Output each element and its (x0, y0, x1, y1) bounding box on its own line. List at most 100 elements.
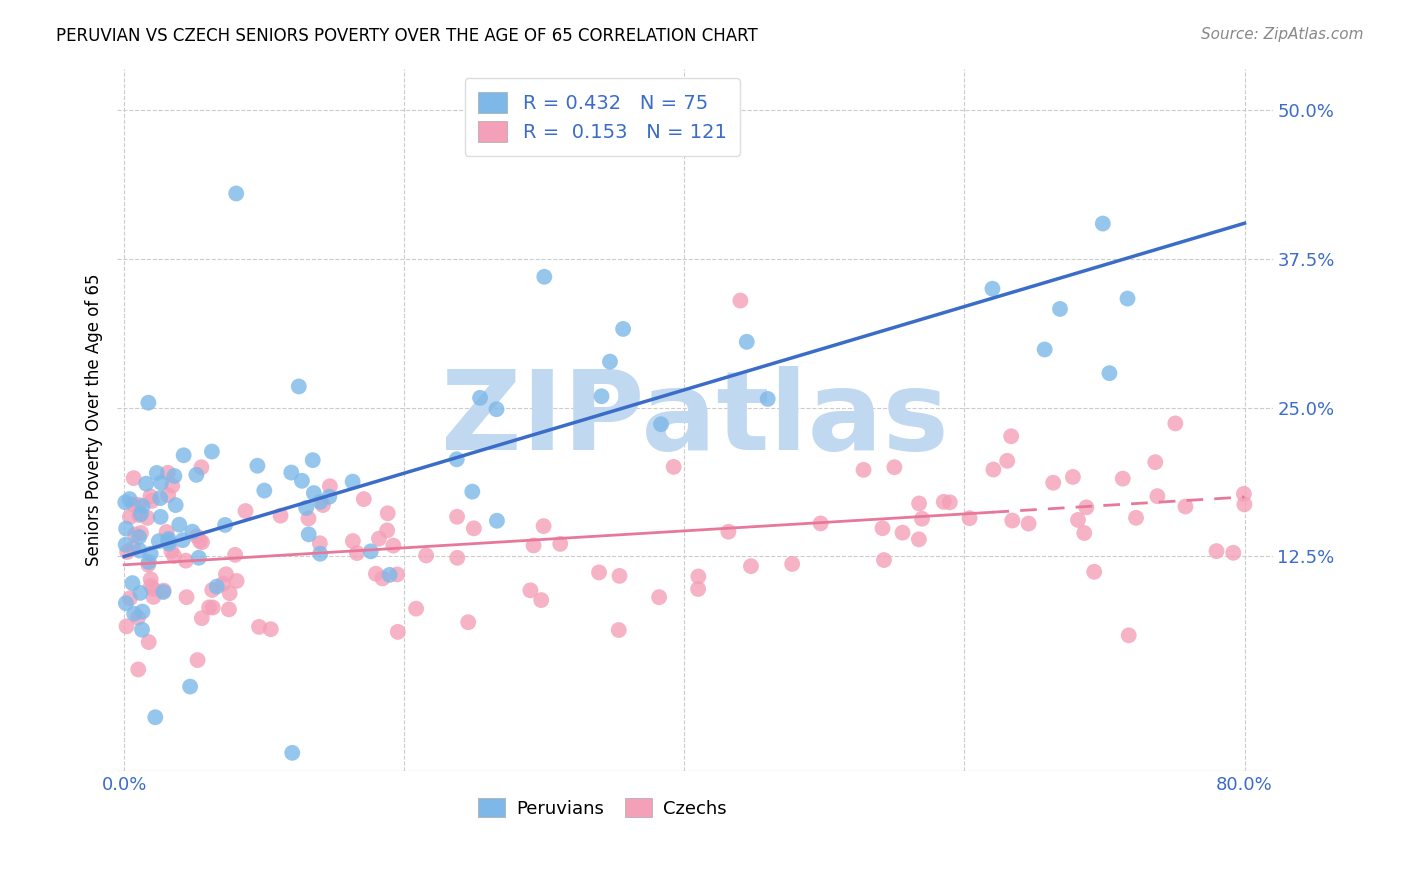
Point (281, 746, 304, 760)
Point (122, 471, 145, 485)
Point (212, 576, 235, 591)
Point (302, 486, 325, 500)
Point (139, 547, 162, 561)
Point (995, 454, 1018, 468)
Point (297, 511, 319, 525)
Point (247, 620, 270, 634)
Point (911, 512, 934, 526)
Point (179, 680, 201, 694)
Point (1062, 470, 1084, 484)
Point (214, 518, 236, 533)
Point (186, 467, 208, 482)
Point (1049, 301, 1071, 316)
Point (225, 574, 247, 588)
Point (1174, 500, 1197, 514)
Point (1164, 417, 1187, 431)
Point (157, 534, 180, 549)
Point (157, 488, 180, 502)
Point (163, 469, 186, 483)
Point (360, 544, 382, 558)
Point (127, 663, 149, 677)
Point (891, 525, 914, 540)
Point (648, 590, 671, 604)
Point (122, 607, 145, 621)
Point (446, 509, 468, 524)
Point (142, 590, 165, 604)
Point (191, 611, 214, 625)
Point (873, 553, 896, 567)
Point (218, 602, 240, 616)
Point (1125, 510, 1147, 524)
Point (129, 526, 152, 541)
Point (730, 293, 752, 308)
Point (128, 543, 150, 558)
Point (446, 550, 468, 565)
Point (186, 529, 208, 543)
Point (127, 610, 149, 624)
Point (298, 527, 321, 541)
Point (176, 590, 198, 604)
Point (141, 494, 163, 508)
Point (872, 521, 894, 535)
Point (735, 334, 758, 349)
Point (115, 619, 138, 633)
Point (1118, 628, 1140, 642)
Point (312, 498, 335, 512)
Point (883, 460, 905, 475)
Point (142, 582, 165, 596)
Point (157, 536, 180, 550)
Point (139, 489, 162, 503)
Point (169, 517, 191, 532)
Point (387, 567, 409, 582)
Point (533, 519, 555, 533)
Point (1233, 487, 1256, 501)
Point (114, 538, 136, 552)
Point (114, 495, 136, 509)
Point (650, 417, 672, 432)
Point (1098, 366, 1121, 380)
Point (981, 282, 1004, 296)
Point (129, 586, 152, 600)
Point (1222, 546, 1244, 560)
Point (181, 524, 204, 539)
Point (201, 600, 224, 615)
Point (461, 484, 484, 499)
Point (155, 524, 177, 539)
Point (387, 624, 409, 639)
Point (136, 511, 159, 525)
Point (533, 269, 555, 284)
Point (309, 495, 332, 509)
Point (115, 522, 138, 536)
Point (215, 567, 238, 582)
Point (908, 496, 931, 510)
Point (201, 582, 224, 597)
Point (530, 593, 553, 607)
Point (128, 498, 150, 512)
Point (463, 521, 485, 535)
Point (149, 509, 172, 524)
Point (246, 458, 269, 473)
Point (138, 555, 160, 569)
Point (174, 554, 197, 568)
Point (201, 444, 224, 458)
Point (599, 354, 621, 368)
Point (163, 549, 186, 563)
Point (377, 506, 399, 520)
Point (364, 566, 387, 581)
Point (1033, 343, 1056, 357)
Point (138, 395, 160, 409)
Point (318, 490, 340, 504)
Point (160, 479, 183, 493)
Point (198, 600, 221, 615)
Point (342, 534, 364, 549)
Point (156, 466, 179, 480)
Point (270, 508, 292, 523)
Point (588, 566, 610, 580)
Point (172, 533, 194, 548)
Point (150, 475, 173, 490)
Point (1067, 513, 1090, 527)
Point (1205, 544, 1227, 558)
Point (148, 534, 170, 549)
Point (115, 545, 138, 559)
Point (138, 635, 160, 649)
